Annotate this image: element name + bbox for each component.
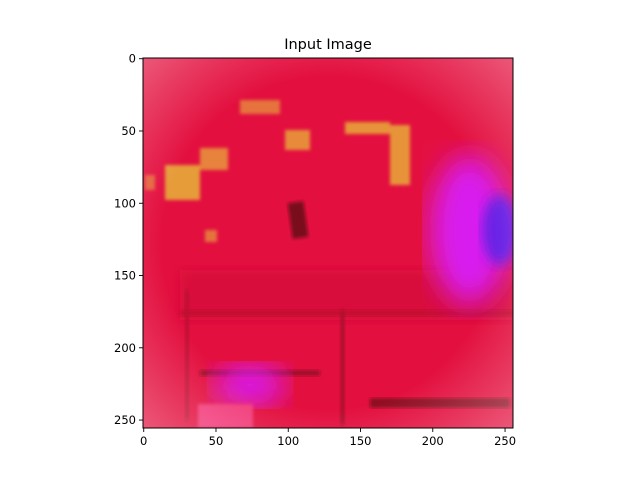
axes-frame bbox=[142, 57, 514, 429]
y-tick-label: 150 bbox=[114, 269, 136, 283]
x-tick-label: 100 bbox=[277, 434, 299, 448]
y-tick-label: 250 bbox=[114, 413, 136, 427]
image-vignette bbox=[143, 58, 513, 428]
x-tick-label: 250 bbox=[494, 434, 516, 448]
y-tick-label: 0 bbox=[129, 52, 136, 66]
y-axis-ticks: 0 50 100 150 200 250 bbox=[114, 52, 143, 427]
y-tick-label: 100 bbox=[114, 196, 136, 210]
x-tick-label: 50 bbox=[209, 434, 224, 448]
x-tick-label: 200 bbox=[422, 434, 444, 448]
y-tick-label: 200 bbox=[114, 341, 136, 355]
x-tick-label: 150 bbox=[350, 434, 372, 448]
x-tick-label: 0 bbox=[140, 434, 147, 448]
input-image bbox=[143, 58, 513, 428]
x-axis-ticks: 0 50 100 150 200 250 bbox=[140, 428, 516, 448]
y-tick-label: 50 bbox=[121, 124, 136, 138]
chart-title: Input Image bbox=[284, 37, 372, 53]
